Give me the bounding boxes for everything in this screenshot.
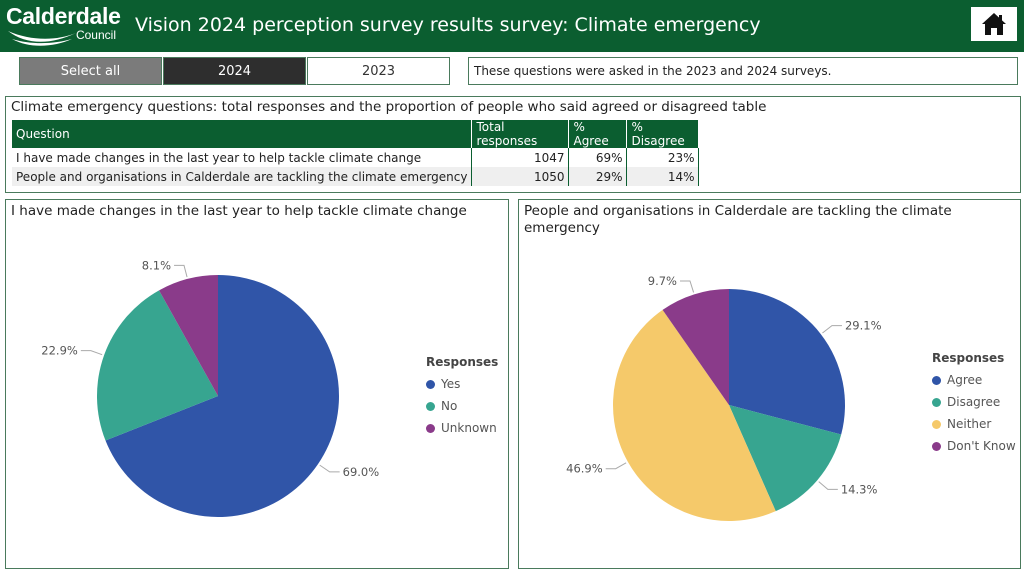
legend-label: No [441,399,458,413]
legend-dot-icon [932,419,941,429]
legend-label: Agree [947,373,983,387]
logo-sub-text: Council [75,28,116,42]
year-2023-button[interactable]: 2023 [307,57,450,85]
legend-dot-icon [932,397,941,407]
legend-title: Responses [932,351,1005,365]
table-cell-question: I have made changes in the last year to … [12,148,473,167]
pie-slice-label: 22.9% [41,344,78,358]
legend-label: Don't Know [947,439,1016,453]
table-header-row: Question Total responses % Agree % Disag… [12,120,700,148]
pie-leader-line [822,325,842,334]
legend-item-unknown[interactable]: Unknown [426,417,498,439]
logo-text: Calderdale [6,3,121,29]
table-cell-total: 1050 [471,167,570,186]
pie-slice-no[interactable] [96,290,218,441]
table-row: I have made changes in the last year to … [12,148,700,167]
legend-item-disagree[interactable]: Disagree [932,391,1016,413]
select-all-button[interactable]: Select all [19,57,162,85]
pie-chart-panel-changes: I have made changes in the last year to … [5,199,509,569]
column-header-disagree[interactable]: % Disagree [626,120,700,148]
survey-table: Question Total responses % Agree % Disag… [12,120,700,186]
legend-dot-icon [932,441,941,451]
year-2024-button[interactable]: 2024 [163,57,306,85]
table-title: Climate emergency questions: total respo… [11,99,767,115]
legend-dot-icon [932,375,941,385]
legend-item-neither[interactable]: Neither [932,413,1016,435]
table-cell-question: People and organisations in Calderdale a… [12,167,473,186]
pie-slice-unknown[interactable] [159,275,218,396]
legend-item-no[interactable]: No [426,395,498,417]
pie-slice-disagree[interactable] [729,405,842,512]
home-button[interactable] [970,6,1018,42]
pie-slice-label: 8.1% [142,258,171,272]
page-title: Vision 2024 perception survey results su… [135,14,761,36]
home-icon [982,13,1006,35]
legend-dot-icon [426,379,435,389]
pie-slice-label: 29.1% [845,319,882,333]
pie-leader-line [605,462,627,470]
pie-chart-title: People and organisations in Calderdale a… [524,203,952,236]
column-header-agree[interactable]: % Agree [568,120,628,148]
header-bar: Calderdale Council Vision 2024 perceptio… [0,0,1024,52]
pie-leader-line [679,280,695,293]
pie-chart-organisations: 29.1% 14.3% 46.9% 9.7% [566,274,882,521]
legend-dot-icon [426,423,435,433]
info-text-box: These questions were asked in the 2023 a… [468,57,1018,85]
legend-item-dont-know[interactable]: Don't Know [932,435,1016,457]
pie-chart-changes: 69.0% 22.9% 8.1% [41,258,380,517]
legend-item-agree[interactable]: Agree [932,369,1016,391]
column-header-question[interactable]: Question [12,120,473,148]
legend-label: Disagree [947,395,1001,409]
pie-chart-panel-organisations: People and organisations in Calderdale a… [518,199,1021,569]
calderdale-logo: Calderdale Council [6,3,121,49]
legend-changes: Responses Yes No Unknown [426,355,498,439]
pie-slice-yes[interactable] [105,275,340,517]
legend-label: Unknown [441,421,497,435]
table-cell-total: 1047 [471,148,570,167]
pie-chart-title: I have made changes in the last year to … [11,203,467,219]
pie-slice-don-t-know[interactable] [662,289,729,405]
legend-dot-icon [426,401,435,411]
table-cell-disagree: 23% [626,148,700,167]
legend-item-yes[interactable]: Yes [426,373,498,395]
table-cell-agree: 69% [568,148,628,167]
logo-swoosh-icon [8,31,76,46]
column-header-total[interactable]: Total responses [471,120,570,148]
table-panel: Climate emergency questions: total respo… [5,96,1021,193]
pie-slice-label: 9.7% [648,274,677,288]
table-cell-disagree: 14% [626,167,700,186]
pie-slice-label: 14.3% [841,482,878,496]
pie-slice-label: 69.0% [343,465,380,479]
pie-leader-line [818,481,838,490]
legend-organisations: Responses Agree Disagree Neither Don't K… [932,351,1016,457]
legend-title: Responses [426,355,499,369]
legend-label: Yes [441,377,461,391]
pie-leader-line [80,350,103,356]
legend-label: Neither [947,417,992,431]
pie-slice-neither[interactable] [613,309,776,521]
pie-slice-label: 46.9% [566,462,603,476]
pie-slice-agree[interactable] [729,289,845,435]
pie-leader-line [174,264,188,278]
table-row: People and organisations in Calderdale a… [12,167,700,186]
table-cell-agree: 29% [568,167,628,186]
pie-leader-line [319,464,340,473]
